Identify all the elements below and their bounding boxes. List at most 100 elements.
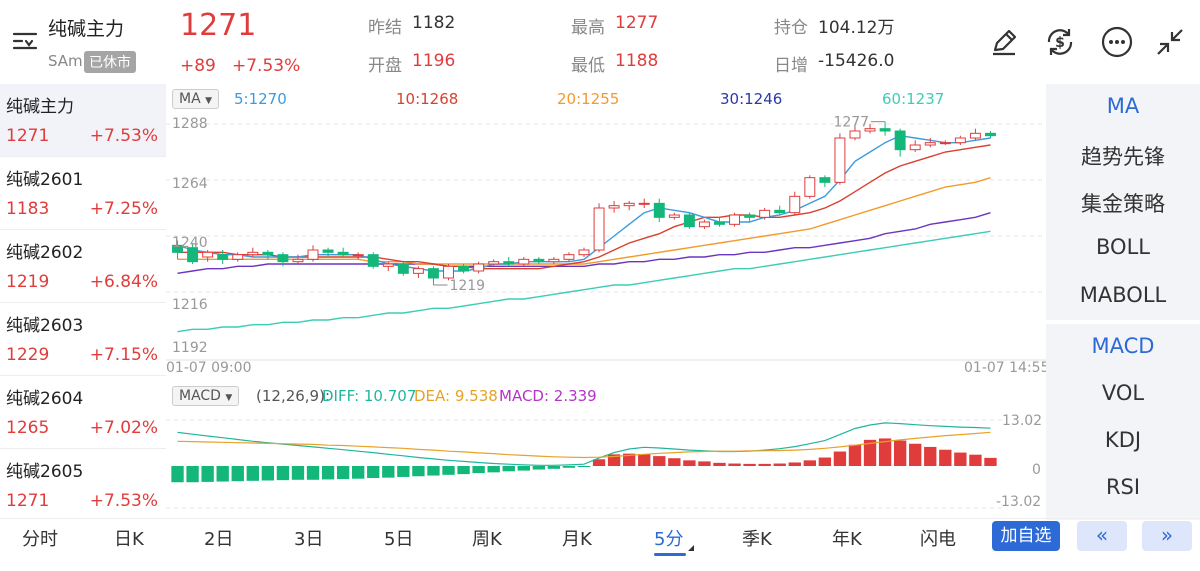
tab-flash[interactable]: 闪电 (920, 529, 956, 550)
macd-bar (848, 444, 862, 466)
exchange-code: SAm (48, 52, 83, 70)
tab-5min[interactable]: 5分 (654, 525, 683, 551)
currency-exchange-icon[interactable]: $ (1040, 22, 1080, 62)
contract-item[interactable]: 纯碱主力 1271 +7.53% (0, 84, 166, 157)
macd-bar (818, 457, 832, 466)
x-start-label: 01-07 09:00 (166, 360, 252, 376)
macd-bar (427, 466, 440, 476)
macd-bar (532, 466, 546, 470)
macd-bar (713, 462, 726, 466)
ma5-legend: 5:1270 (234, 90, 287, 108)
macd-bar (562, 466, 576, 468)
macd-bar (306, 466, 320, 480)
indicator-trend-pioneer[interactable]: 趋势先锋 (1081, 145, 1165, 169)
sub-indicator-selector[interactable]: MACD ▼ (172, 386, 240, 406)
candle-body (172, 244, 183, 253)
tab-5day[interactable]: 5日 (384, 529, 414, 550)
candle-body (924, 142, 936, 146)
candle-body (879, 128, 891, 132)
macd-bar (622, 453, 636, 466)
tab-5min-label: 5分 (654, 529, 684, 550)
candle-body (804, 177, 816, 197)
contract-price: 1229 (6, 345, 50, 365)
status-badge: 已休市 (84, 51, 136, 73)
tab-weekly-k[interactable]: 周K (472, 529, 502, 550)
macd-bar (939, 449, 952, 466)
macd-bar (502, 466, 515, 472)
main-indicator-selector[interactable]: MA ▼ (172, 89, 220, 109)
indicator-boll[interactable]: BOLL (1096, 235, 1150, 259)
pen-icon[interactable] (984, 22, 1024, 62)
macd-bar (246, 466, 259, 481)
macd-bar (457, 466, 470, 475)
high-label: 最高 (571, 18, 605, 38)
macd-bar (833, 451, 847, 466)
add-watchlist-button[interactable]: 加自选 (992, 521, 1060, 551)
contract-item[interactable]: 纯碱2603 1229 +7.15% (0, 303, 166, 376)
macd-bar (412, 466, 425, 477)
contract-item[interactable]: 纯碱2601 1183 +7.25% (0, 157, 166, 230)
indicator-macd[interactable]: MACD (1091, 334, 1155, 358)
candle-body (638, 202, 650, 205)
macd-chart[interactable] (166, 408, 1046, 512)
indicator-fund-strategy[interactable]: 集金策略 (1081, 192, 1165, 216)
macd-params: (12,26,9): (256, 387, 331, 405)
contract-item[interactable]: 纯碱2605 1271 +7.53% (0, 449, 166, 522)
next-button[interactable]: » (1142, 521, 1192, 551)
contract-list: 纯碱主力 1271 +7.53% 纯碱2601 1183 +7.25% 纯碱26… (0, 84, 166, 520)
candle-body (623, 202, 635, 207)
tab-timeshare[interactable]: 分时 (22, 529, 58, 550)
candle-body (744, 214, 756, 218)
tab-2day[interactable]: 2日 (204, 529, 234, 550)
collapse-icon[interactable] (1150, 22, 1190, 62)
candle-body (894, 130, 906, 151)
candle-body (458, 265, 470, 272)
macd-bar (969, 454, 982, 466)
candle-body (563, 254, 575, 260)
contract-item[interactable]: 纯碱2604 1265 +7.02% (0, 376, 166, 449)
tab-monthly-k[interactable]: 月K (562, 529, 592, 550)
macd-diff-line (177, 422, 991, 466)
indicator-rsi[interactable]: RSI (1105, 475, 1141, 499)
indicator-kdj[interactable]: KDJ (1104, 428, 1142, 452)
macd-bar (683, 460, 696, 466)
contract-name: 纯碱2601 (6, 170, 84, 190)
y-tick-label: 1192 (172, 340, 208, 356)
candle-body (503, 261, 515, 265)
macd-bar (728, 463, 741, 466)
macd-bar (472, 466, 485, 474)
prev-settle-label: 昨结 (368, 18, 402, 38)
prev-button[interactable]: « (1077, 521, 1127, 551)
candlestick-chart[interactable]: 1277 1219 (166, 112, 1046, 382)
open-label: 开盘 (368, 56, 402, 76)
indicator-ma[interactable]: MA (1106, 94, 1140, 118)
ma30-line (177, 212, 991, 274)
macd-bar (954, 452, 967, 466)
menu-icon[interactable] (12, 30, 40, 54)
tab-3day[interactable]: 3日 (294, 529, 324, 550)
macd-bar (653, 456, 666, 466)
macd-bar (547, 466, 561, 469)
indicator-maboll[interactable]: MABOLL (1079, 283, 1167, 307)
candle-body (593, 207, 605, 251)
contract-item[interactable]: 纯碱2602 1219 +6.84% (0, 230, 166, 303)
more-icon[interactable] (1097, 22, 1137, 62)
tab-daily-k[interactable]: 日K (114, 529, 144, 550)
tab-yearly-k[interactable]: 年K (832, 529, 862, 550)
candle-body (759, 209, 771, 218)
candle-body (307, 249, 319, 260)
candle-body (488, 261, 500, 265)
high-value: 1277 (615, 13, 659, 33)
macd-dea-line (177, 431, 991, 459)
candle-body (217, 254, 229, 260)
contract-pct: +7.15% (89, 345, 158, 365)
candle-body (427, 268, 439, 279)
candle-body (518, 258, 530, 265)
y-tick-label: 1288 (172, 116, 208, 132)
candle-body (683, 214, 695, 228)
caret-down-icon: ▼ (225, 393, 233, 403)
indicator-vol[interactable]: VOL (1101, 381, 1145, 405)
candle-body (714, 221, 725, 225)
tab-quarterly-k[interactable]: 季K (742, 529, 772, 550)
macd-bar (442, 466, 455, 475)
